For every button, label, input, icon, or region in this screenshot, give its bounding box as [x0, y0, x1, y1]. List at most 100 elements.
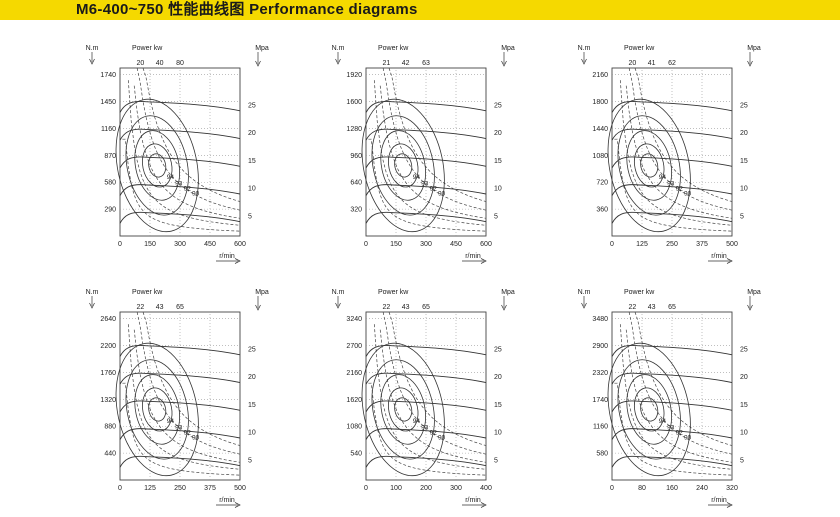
efficiency-label: 93 [667, 181, 675, 188]
efficiency-contour [371, 115, 435, 216]
speed-arrowhead [234, 502, 241, 508]
efficiency-contour [371, 359, 435, 460]
power-curve [122, 382, 241, 476]
pressure-tick: 10 [740, 430, 748, 437]
pressure-arrowhead [501, 304, 507, 311]
torque-tick: 320 [350, 207, 362, 214]
pressure-tick: 15 [740, 158, 748, 165]
power-tick: 80 [176, 60, 184, 67]
speed-tick: 400 [480, 485, 492, 492]
pressure-curve [365, 100, 487, 113]
torque-unit-label: N.m [578, 45, 591, 52]
speed-tick: 320 [726, 485, 738, 492]
torque-tick: 2700 [346, 343, 362, 350]
power-label: Power kw [378, 289, 409, 296]
power-curve [379, 329, 487, 463]
torque-tick: 1280 [346, 126, 362, 133]
torque-tick: 880 [104, 424, 116, 431]
torque-tick: 2160 [346, 370, 362, 377]
efficiency-label: 90 [438, 435, 446, 442]
pressure-curve [611, 156, 733, 169]
torque-arrowhead [335, 302, 341, 309]
speed-tick: 300 [420, 241, 432, 248]
pressure-curve [611, 128, 733, 141]
pressure-curve [119, 428, 241, 440]
power-curve [382, 311, 487, 455]
power-tick: 20 [137, 60, 145, 67]
torque-tick: 1160 [101, 126, 116, 133]
power-curve [625, 329, 733, 463]
power-curve [379, 85, 487, 219]
power-curve [634, 67, 733, 202]
efficiency-label: 93 [421, 425, 429, 432]
pressure-curve [611, 100, 733, 113]
power-curve [133, 329, 241, 463]
speed-tick: 250 [174, 485, 186, 492]
pressure-curve [119, 100, 241, 113]
performance-chart-6: N.m Power kw Mpa r/min 3480 2900 2320 1740 1160 5… [578, 289, 761, 508]
efficiency-contour [134, 374, 180, 445]
efficiency-label: 90 [438, 191, 446, 198]
efficiency-label: 94 [413, 418, 421, 425]
pressure-tick: 15 [494, 402, 502, 409]
torque-tick: 2900 [592, 343, 608, 350]
pressure-arrowhead [747, 60, 753, 67]
power-tick: 22 [629, 304, 637, 311]
efficiency-contour [115, 98, 199, 233]
power-tick: 22 [137, 304, 145, 311]
torque-tick: 2160 [592, 72, 608, 79]
torque-tick: 1080 [592, 153, 608, 160]
speed-arrowhead [726, 258, 733, 264]
speed-tick: 0 [118, 485, 122, 492]
torque-unit-label: N.m [578, 289, 591, 296]
efficiency-contour [394, 153, 413, 178]
efficiency-label: 93 [175, 181, 183, 188]
efficiency-label: 92 [184, 430, 192, 437]
torque-tick: 2320 [592, 370, 608, 377]
power-tick: 43 [156, 304, 164, 311]
speed-tick: 300 [450, 485, 462, 492]
power-tick: 20 [629, 60, 637, 67]
efficiency-contour [380, 374, 426, 445]
pressure-curve [365, 428, 487, 440]
efficiency-label: 93 [175, 425, 183, 432]
efficiency-contour [626, 130, 672, 201]
pressure-tick: 10 [740, 186, 748, 193]
power-label: Power kw [132, 289, 163, 296]
efficiency-label: 92 [430, 430, 438, 437]
torque-tick: 720 [596, 180, 608, 187]
pressure-unit-label: Mpa [747, 289, 761, 296]
pressure-curve [611, 455, 733, 468]
pressure-tick: 10 [494, 186, 502, 193]
torque-tick: 1760 [100, 370, 116, 377]
efficiency-label: 92 [676, 430, 684, 437]
power-tick: 22 [383, 304, 391, 311]
efficiency-label: 90 [684, 191, 692, 198]
torque-unit-label: N.m [332, 45, 345, 52]
pressure-curve [611, 344, 733, 357]
power-label: Power kw [624, 289, 655, 296]
pressure-tick: 15 [740, 402, 748, 409]
torque-arrowhead [581, 58, 587, 65]
power-tick: 21 [383, 60, 391, 67]
speed-tick: 600 [480, 241, 492, 248]
efficiency-label: 94 [413, 174, 421, 181]
power-tick: 65 [668, 304, 676, 311]
speed-unit-label: r/min [711, 253, 727, 260]
speed-tick: 200 [420, 485, 432, 492]
torque-tick: 2640 [100, 316, 116, 323]
power-curve [628, 311, 733, 455]
speed-unit-label: r/min [465, 253, 481, 260]
torque-tick: 580 [104, 180, 116, 187]
torque-tick: 1160 [593, 424, 608, 431]
pressure-tick: 20 [740, 130, 748, 137]
efficiency-contour [125, 115, 189, 216]
efficiency-label: 94 [167, 418, 175, 425]
page-title: M6-400~750 性能曲线图 Performance diagrams [76, 1, 418, 18]
torque-tick: 1620 [346, 397, 362, 404]
torque-tick: 1600 [346, 99, 362, 106]
power-curve [136, 67, 241, 211]
pressure-tick: 20 [740, 374, 748, 381]
torque-tick: 1440 [592, 126, 608, 133]
